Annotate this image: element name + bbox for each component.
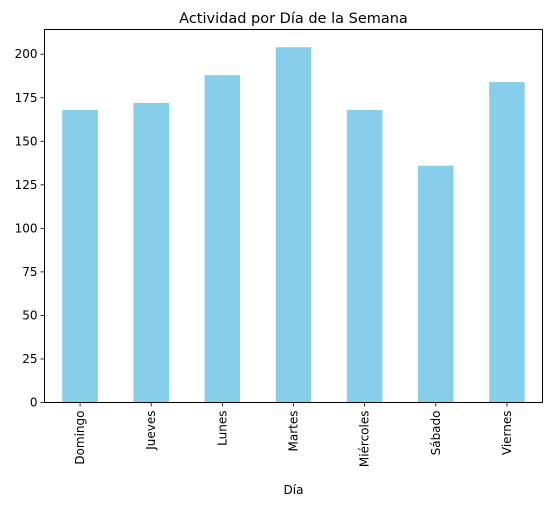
y-axis: 0 25 50 75 100 125 150 175 200	[15, 47, 45, 410]
y-tick-label: 50	[22, 308, 37, 322]
y-tick-label: 200	[15, 47, 38, 61]
y-tick-label: 25	[22, 352, 37, 366]
x-tick-label: Miércoles	[358, 411, 372, 468]
chart-title: Actividad por Día de la Semana	[179, 11, 408, 27]
x-tick-label: Domingo	[73, 411, 87, 465]
x-tick-label: Lunes	[215, 411, 229, 446]
bar-lunes	[204, 75, 241, 403]
bar-sábado	[418, 165, 454, 403]
bar-viernes	[489, 82, 525, 403]
y-tick-label: 100	[15, 221, 38, 235]
bars-group	[62, 47, 525, 403]
x-tick-label: Jueves	[144, 411, 158, 451]
x-axis: Domingo Jueves Lunes Martes Miércoles Sábado V…	[73, 402, 514, 468]
x-tick-label: Martes	[287, 411, 301, 452]
bar-jueves	[133, 102, 169, 403]
bar-miércoles	[346, 109, 383, 403]
y-tick-label: 75	[22, 265, 37, 279]
y-tick-label: 175	[15, 91, 38, 105]
bar-martes	[275, 47, 312, 403]
y-tick-label: 150	[15, 134, 38, 148]
y-tick-label: 125	[15, 178, 38, 192]
bar-domingo	[62, 109, 98, 403]
plot-frame	[44, 29, 543, 403]
y-tick-label: 0	[30, 396, 38, 410]
x-tick-label: Viernes	[500, 411, 514, 456]
x-axis-title: Día	[284, 483, 304, 497]
x-tick-label: Sábado	[429, 411, 443, 456]
